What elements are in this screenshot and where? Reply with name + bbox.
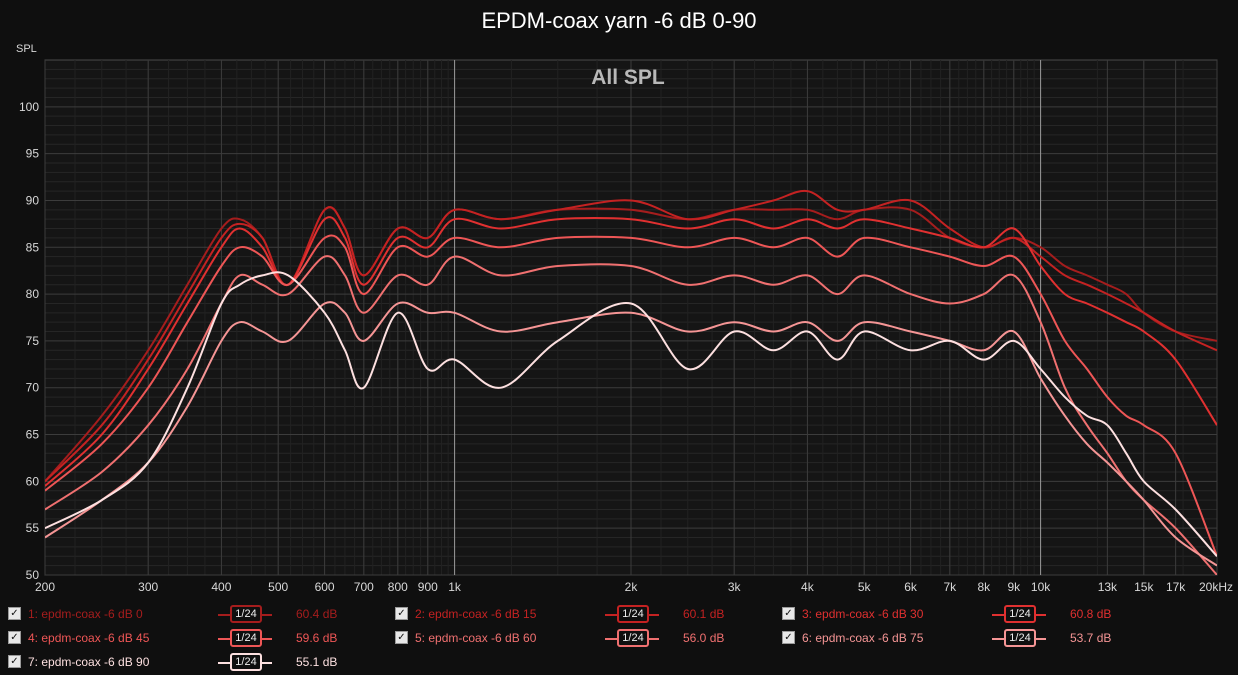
legend-series-name: 3: epdm-coax -6 dB 30 [802, 607, 924, 621]
y-tick-label: 100 [19, 100, 39, 114]
smoothing-label: 1/24 [617, 629, 649, 647]
x-tick-label: 15k [1134, 580, 1154, 594]
legend-series-name: 7: epdm-coax -6 dB 90 [28, 655, 150, 669]
legend-level-value: 55.1 dB [296, 655, 338, 669]
smoothing-selector[interactable]: 1/24 [605, 629, 659, 647]
legend-item-3: ✓ 3: epdm-coax -6 dB 30 1/24 60.8 dB [782, 604, 1162, 624]
series-line-2 [45, 189, 1217, 483]
series-visibility-checkbox[interactable]: ✓ [782, 607, 795, 620]
x-tick-label: 2k [625, 580, 639, 594]
x-tick-label: 6k [904, 580, 918, 594]
legend-item-4: ✓ 4: epdm-coax -6 dB 45 1/24 59.6 dB [8, 628, 388, 648]
x-tick-label: 3k [728, 580, 742, 594]
series-line-3 [45, 216, 1217, 487]
smoothing-selector[interactable]: 1/24 [218, 629, 272, 647]
y-axis-label: SPL [16, 43, 37, 55]
x-tick-label: 600 [315, 580, 335, 594]
x-tick-label: 400 [211, 580, 231, 594]
spl-chart: 50 55 60 65 70 75 80 85 90 95 100 200 300 400 500 600 70… [16, 43, 1233, 594]
x-tick-label: 900 [418, 580, 438, 594]
y-tick-label: 50 [26, 568, 40, 582]
series-visibility-checkbox[interactable]: ✓ [8, 607, 21, 620]
series-line-6 [45, 301, 1217, 567]
chart-title: EPDM-coax yarn -6 dB 0-90 [481, 8, 757, 33]
x-tick-label: 17k [1166, 580, 1186, 594]
y-tick-label: 80 [26, 287, 40, 301]
y-tick-label: 95 [26, 147, 40, 161]
legend-series-name: 6: epdm-coax -6 dB 75 [802, 631, 924, 645]
legend-level-value: 56.0 dB [683, 631, 725, 645]
smoothing-selector[interactable]: 1/24 [218, 653, 272, 671]
series-visibility-checkbox[interactable]: ✓ [8, 655, 21, 668]
legend-level-value: 60.4 dB [296, 607, 338, 621]
smoothing-label: 1/24 [1004, 629, 1036, 647]
legend-level-value: 59.6 dB [296, 631, 338, 645]
x-tick-label: 8k [977, 580, 991, 594]
legend-item-6: ✓ 6: epdm-coax -6 dB 75 1/24 53.7 dB [782, 628, 1162, 648]
smoothing-label: 1/24 [1004, 605, 1036, 623]
x-tick-label: 5k [858, 580, 872, 594]
x-tick-label: 7k [943, 580, 957, 594]
x-tick-label: 700 [354, 580, 374, 594]
legend-item-1: ✓ 1: epdm-coax -6 dB 0 1/24 60.4 dB [8, 604, 388, 624]
x-tick-label: 20kHz [1199, 580, 1233, 594]
x-tick-label: 13k [1098, 580, 1118, 594]
smoothing-selector[interactable]: 1/24 [218, 605, 272, 623]
smoothing-selector[interactable]: 1/24 [992, 605, 1046, 623]
series-visibility-checkbox[interactable]: ✓ [782, 631, 795, 644]
x-tick-label: 300 [138, 580, 158, 594]
smoothing-label: 1/24 [230, 629, 262, 647]
y-tick-label: 85 [26, 240, 40, 254]
y-tick-label: 70 [26, 381, 40, 395]
legend-level-value: 53.7 dB [1070, 631, 1112, 645]
series-visibility-checkbox[interactable]: ✓ [395, 631, 408, 644]
x-tick-label: 200 [35, 580, 55, 594]
legend-series-name: 2: epdm-coax -6 dB 15 [415, 607, 537, 621]
y-tick-label: 65 [26, 428, 40, 442]
y-tick-label: 60 [26, 474, 40, 488]
smoothing-label: 1/24 [617, 605, 649, 623]
smoothing-label: 1/24 [230, 605, 262, 623]
y-tick-label: 75 [26, 334, 40, 348]
legend-item-7: ✓ 7: epdm-coax -6 dB 90 1/24 55.1 dB [8, 652, 388, 672]
x-tick-label: 500 [268, 580, 288, 594]
smoothing-selector[interactable]: 1/24 [992, 629, 1046, 647]
x-tick-label: 4k [801, 580, 815, 594]
smoothing-selector[interactable]: 1/24 [605, 605, 659, 623]
plot-subtitle: All SPL [591, 66, 665, 89]
legend-level-value: 60.8 dB [1070, 607, 1112, 621]
legend-series-name: 4: epdm-coax -6 dB 45 [28, 631, 150, 645]
series-visibility-checkbox[interactable]: ✓ [395, 607, 408, 620]
legend-item-2: ✓ 2: epdm-coax -6 dB 15 1/24 60.1 dB [395, 604, 775, 624]
legend-series-name: 1: epdm-coax -6 dB 0 [28, 607, 143, 621]
series-line-5 [45, 255, 1217, 575]
series-line-4 [45, 234, 1217, 557]
legend-item-5: ✓ 5: epdm-coax -6 dB 60 1/24 56.0 dB [395, 628, 775, 648]
x-tick-label: 9k [1007, 580, 1021, 594]
x-tick-label: 10k [1031, 580, 1051, 594]
series-line-7 [45, 271, 1217, 557]
legend-level-value: 60.1 dB [683, 607, 725, 621]
legend: ✓ 1: epdm-coax -6 dB 0 1/24 60.4 dB ✓ 2: epdm… [0, 600, 1238, 675]
x-tick-label: 800 [388, 580, 408, 594]
series-line-1 [45, 206, 1217, 483]
legend-series-name: 5: epdm-coax -6 dB 60 [415, 631, 537, 645]
smoothing-label: 1/24 [230, 653, 262, 671]
y-tick-label: 55 [26, 521, 40, 535]
y-tick-label: 90 [26, 193, 40, 207]
x-tick-label: 1k [448, 580, 462, 594]
series-visibility-checkbox[interactable]: ✓ [8, 631, 21, 644]
